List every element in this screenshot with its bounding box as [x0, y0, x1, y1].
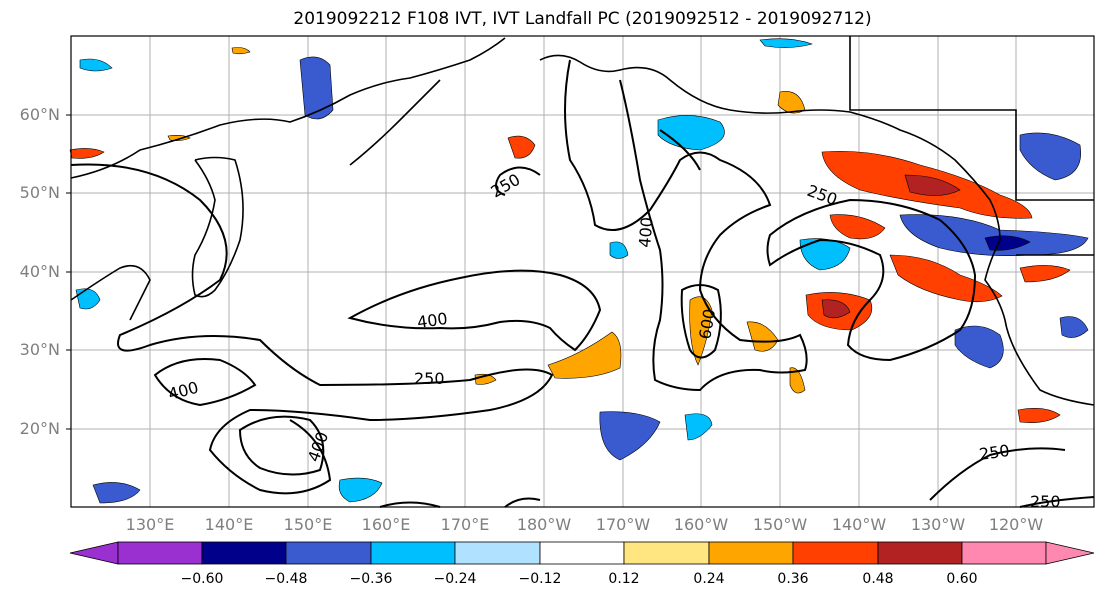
colorbar-tick: −0.24: [433, 571, 477, 587]
colorbar-tick: −0.48: [264, 571, 308, 587]
axis-ticks: [66, 114, 71, 430]
lat-label: 40°N: [19, 262, 60, 281]
lon-label: 180°W: [516, 515, 572, 534]
colorbar-tick: 0.48: [862, 571, 894, 587]
ivt-contours: [70, 59, 1095, 508]
contour-label: 250: [414, 369, 445, 388]
colorbar-tick: 0.12: [608, 571, 640, 587]
lon-label: 150°W: [752, 515, 808, 534]
lat-label: 30°N: [19, 340, 60, 359]
colorbar-tick: −0.36: [349, 571, 393, 587]
colorbar: [69, 541, 1095, 565]
lon-label: 160°E: [361, 515, 411, 534]
colorbar-tick: −0.60: [180, 571, 224, 587]
map-title: 2019092212 F108 IVT, IVT Landfall PC (20…: [293, 9, 872, 29]
colorbar-tick: −0.12: [518, 571, 562, 587]
contour-label: 400: [635, 216, 657, 248]
coastlines: [70, 36, 1095, 406]
lon-label: 160°W: [673, 515, 729, 534]
lon-label: 140°E: [204, 515, 254, 534]
colorbar-tick: 0.24: [693, 571, 725, 587]
lat-label: 50°N: [19, 183, 60, 202]
lon-label: 130°W: [910, 515, 966, 534]
colorbar-tick: 0.60: [946, 571, 978, 587]
lon-label: 170°E: [440, 515, 490, 534]
contour-label: 250: [978, 441, 1011, 464]
lon-label: 150°E: [283, 515, 333, 534]
colorbar-tick: 0.36: [777, 571, 809, 587]
contour-label: 250: [1030, 492, 1061, 511]
lat-label: 60°N: [19, 105, 60, 124]
lon-label: 140°W: [831, 515, 887, 534]
contour-label: 400: [416, 309, 449, 332]
lon-label: 120°W: [988, 515, 1044, 534]
lat-label: 20°N: [19, 419, 60, 438]
lon-label: 170°W: [595, 515, 651, 534]
lon-label: 130°E: [125, 515, 175, 534]
